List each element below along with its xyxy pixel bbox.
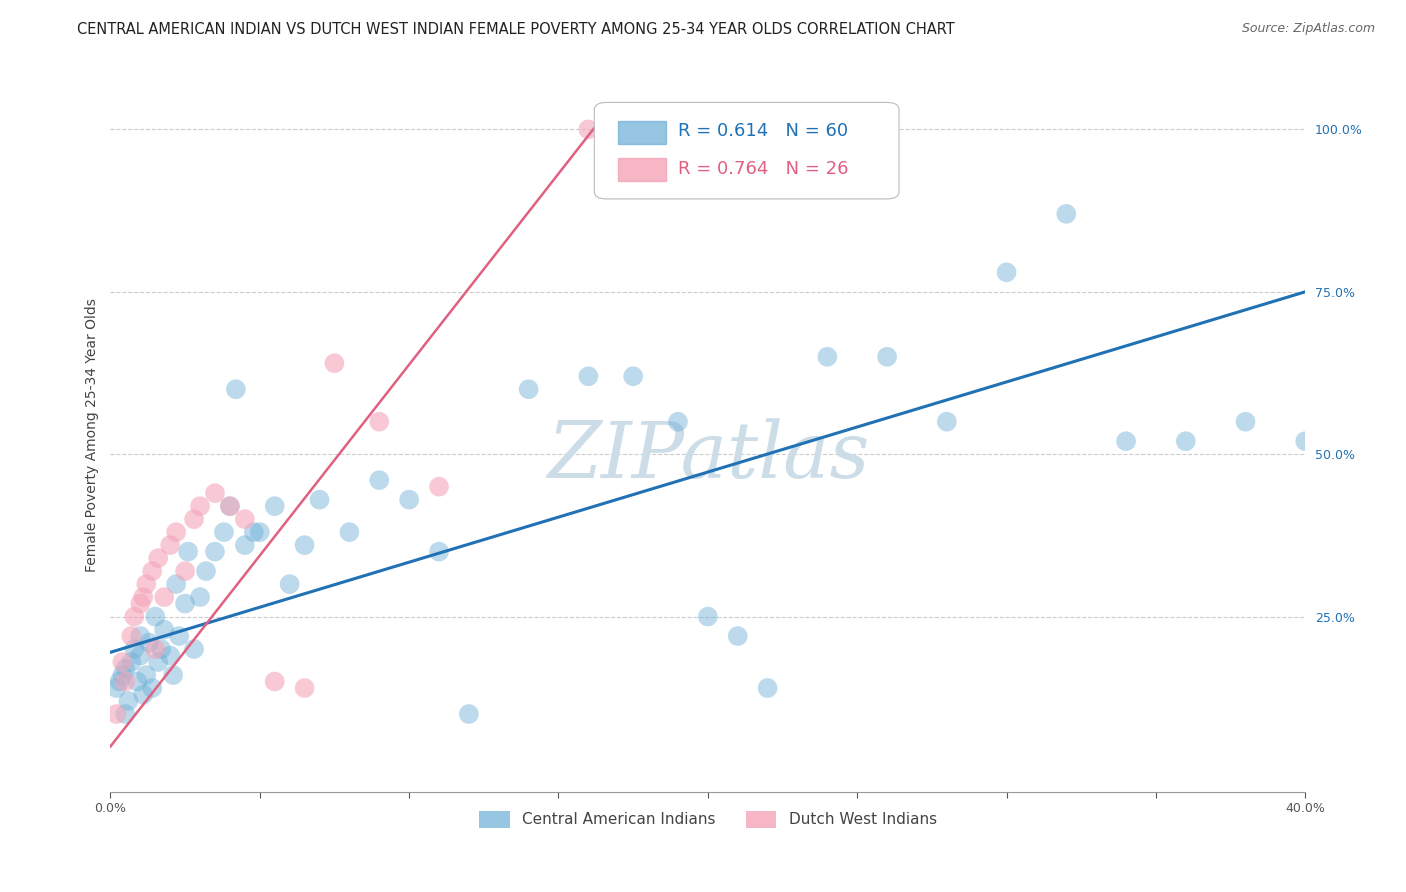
Point bbox=[120, 655, 142, 669]
FancyBboxPatch shape bbox=[595, 103, 898, 199]
Point bbox=[815, 350, 838, 364]
Point bbox=[114, 706, 136, 721]
Text: R = 0.614   N = 60: R = 0.614 N = 60 bbox=[678, 122, 848, 140]
Point bbox=[337, 525, 360, 540]
Point bbox=[120, 629, 142, 643]
Point bbox=[1174, 434, 1197, 449]
Point bbox=[105, 681, 128, 695]
Point bbox=[457, 706, 479, 721]
Point bbox=[132, 688, 155, 702]
Point bbox=[114, 674, 136, 689]
Point bbox=[427, 544, 450, 558]
Point bbox=[150, 642, 173, 657]
Legend: Central American Indians, Dutch West Indians: Central American Indians, Dutch West Ind… bbox=[472, 805, 943, 834]
Point bbox=[132, 590, 155, 604]
Point bbox=[141, 681, 163, 695]
Text: Source: ZipAtlas.com: Source: ZipAtlas.com bbox=[1241, 22, 1375, 36]
Point bbox=[111, 655, 134, 669]
Point bbox=[756, 681, 779, 695]
Point bbox=[167, 629, 190, 643]
Point bbox=[204, 544, 226, 558]
Point bbox=[143, 609, 166, 624]
Point bbox=[148, 551, 170, 566]
Point bbox=[127, 674, 149, 689]
Point bbox=[159, 648, 181, 663]
Point bbox=[666, 415, 689, 429]
Point bbox=[174, 597, 197, 611]
Point bbox=[1294, 434, 1316, 449]
Point bbox=[162, 668, 184, 682]
Point bbox=[143, 642, 166, 657]
Point bbox=[153, 623, 176, 637]
Point bbox=[219, 499, 242, 513]
Point bbox=[188, 590, 211, 604]
Point bbox=[517, 382, 540, 396]
Point bbox=[165, 525, 187, 540]
Point bbox=[1054, 207, 1077, 221]
Point bbox=[576, 369, 599, 384]
Bar bbox=[619, 158, 666, 181]
Point bbox=[1234, 415, 1257, 429]
Point bbox=[621, 369, 644, 384]
Bar bbox=[619, 121, 666, 144]
Point bbox=[263, 674, 285, 689]
Point bbox=[995, 265, 1018, 279]
Point bbox=[135, 577, 157, 591]
Point bbox=[935, 415, 957, 429]
Point bbox=[108, 674, 131, 689]
Point bbox=[278, 577, 301, 591]
Point bbox=[174, 564, 197, 578]
Point bbox=[398, 492, 420, 507]
Point bbox=[129, 629, 152, 643]
Point bbox=[263, 499, 285, 513]
Point bbox=[124, 642, 146, 657]
Point bbox=[111, 668, 134, 682]
Point bbox=[427, 480, 450, 494]
Point bbox=[135, 668, 157, 682]
Point bbox=[159, 538, 181, 552]
Point bbox=[195, 564, 218, 578]
Point bbox=[129, 648, 152, 663]
Point bbox=[148, 655, 170, 669]
Point bbox=[188, 499, 211, 513]
Point bbox=[138, 635, 160, 649]
Point bbox=[368, 473, 391, 487]
Point bbox=[323, 356, 346, 370]
Text: CENTRAL AMERICAN INDIAN VS DUTCH WEST INDIAN FEMALE POVERTY AMONG 25-34 YEAR OLD: CENTRAL AMERICAN INDIAN VS DUTCH WEST IN… bbox=[77, 22, 955, 37]
Point bbox=[308, 492, 330, 507]
Point bbox=[233, 512, 256, 526]
Point bbox=[141, 564, 163, 578]
Text: R = 0.764   N = 26: R = 0.764 N = 26 bbox=[678, 160, 848, 178]
Point bbox=[294, 681, 316, 695]
Point bbox=[153, 590, 176, 604]
Point bbox=[212, 525, 235, 540]
Point bbox=[576, 122, 599, 136]
Y-axis label: Female Poverty Among 25-34 Year Olds: Female Poverty Among 25-34 Year Olds bbox=[86, 298, 100, 572]
Point bbox=[114, 661, 136, 675]
Point bbox=[204, 486, 226, 500]
Point bbox=[183, 642, 205, 657]
Point bbox=[225, 382, 247, 396]
Point bbox=[105, 706, 128, 721]
Point bbox=[177, 544, 200, 558]
Point bbox=[876, 350, 898, 364]
Point bbox=[368, 415, 391, 429]
Text: ZIPatlas: ZIPatlas bbox=[547, 418, 869, 494]
Point bbox=[249, 525, 271, 540]
Point bbox=[124, 609, 146, 624]
Point bbox=[117, 694, 139, 708]
Point bbox=[294, 538, 316, 552]
Point bbox=[1115, 434, 1137, 449]
Point bbox=[165, 577, 187, 591]
Point bbox=[129, 597, 152, 611]
Point bbox=[727, 629, 749, 643]
Point bbox=[219, 499, 242, 513]
Point bbox=[696, 609, 718, 624]
Point bbox=[183, 512, 205, 526]
Point bbox=[243, 525, 266, 540]
Point bbox=[233, 538, 256, 552]
